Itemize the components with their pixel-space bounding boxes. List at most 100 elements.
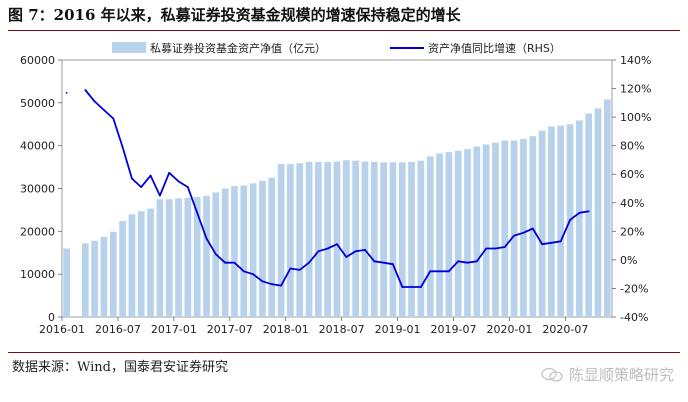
bar: [473, 146, 481, 317]
bar: [287, 164, 294, 317]
growth-point: [531, 227, 534, 230]
bar: [594, 108, 602, 317]
growth-point: [578, 211, 581, 214]
watermark: 陈显顺策略研究: [541, 364, 674, 385]
growth-point: [103, 109, 105, 111]
bar: [128, 214, 136, 317]
chart: 0 10000 20000 30000 40000 50000 60000 -40% -20% 0…: [20, 41, 651, 336]
bar: [91, 240, 98, 317]
figure-title: 图 7：2016 年以来，私募证券投资基金规模的增速保持稳定的增长: [8, 6, 461, 24]
growth-point: [224, 261, 227, 264]
bar: [352, 160, 359, 317]
source-divider: [8, 352, 680, 353]
growth-point: [261, 280, 264, 283]
y-right-tick-label: -40%: [620, 311, 648, 324]
bar: [380, 162, 387, 317]
bar: [492, 142, 499, 317]
bar: [63, 248, 71, 317]
bar: [529, 136, 537, 317]
growth-point: [121, 146, 124, 148]
growth-point: [93, 100, 96, 103]
growth-point: [466, 261, 469, 264]
growth-point: [233, 261, 236, 264]
x-tick-label: 2019-01: [375, 323, 421, 336]
growth-point: [382, 261, 385, 264]
bar: [147, 208, 154, 317]
growth-point: [392, 263, 394, 266]
bar: [240, 185, 248, 317]
legend-bar-label: 私募证券投资基金资产净值（亿元）: [150, 41, 326, 55]
growth-point: [112, 117, 115, 120]
y-left-tick-label: 20000: [20, 225, 55, 238]
growth-point: [410, 286, 413, 288]
bar: [296, 163, 304, 317]
y-right-tick-label: 40%: [620, 197, 644, 210]
growth-point: [373, 260, 376, 263]
growth-point: [140, 186, 143, 188]
growth-point: [289, 267, 292, 270]
growth-point: [513, 234, 516, 237]
growth-point: [196, 211, 199, 214]
bar: [324, 161, 332, 317]
growth-point: [308, 261, 310, 264]
bar: [277, 164, 285, 317]
x-tick-label: 2017-07: [207, 323, 253, 336]
bar: [548, 126, 555, 318]
bar: [193, 197, 201, 317]
growth-point: [131, 177, 133, 180]
growth-point: [438, 270, 441, 273]
x-tick-label: 2020-07: [542, 323, 588, 336]
bar: [557, 125, 565, 317]
bar: [482, 144, 490, 317]
bar: [109, 231, 117, 317]
growth-point: [149, 174, 152, 177]
y-right-tick-label: -20%: [620, 282, 648, 295]
growth-point: [503, 246, 506, 248]
growth-point: [522, 231, 525, 234]
bar: [436, 153, 443, 317]
y-right-tick-label: 0%: [620, 254, 637, 267]
bar: [175, 198, 182, 317]
growth-point: [485, 247, 488, 250]
growth-point: [419, 286, 422, 288]
growth-point: [494, 247, 497, 250]
growth-point: [326, 247, 329, 250]
bar: [398, 162, 406, 317]
growth-point: [186, 186, 189, 188]
bar: [361, 161, 369, 317]
x-tick-label: 2020-01: [486, 323, 532, 336]
growth-point: [457, 260, 460, 263]
bar: [268, 177, 276, 317]
growth-point: [298, 268, 301, 271]
x-tick-label: 2018-07: [319, 323, 365, 336]
bar: [305, 161, 313, 317]
bar: [501, 140, 509, 317]
bar: [315, 161, 322, 317]
y-left-tick-label: 60000: [20, 54, 55, 67]
bar: [426, 156, 434, 317]
bar: [100, 236, 108, 317]
growth-point: [270, 283, 273, 286]
y-left-tick-label: 40000: [20, 140, 55, 153]
bar: [445, 152, 453, 317]
bar: [389, 162, 397, 317]
bar: [538, 130, 546, 317]
growth-point: [177, 180, 180, 183]
x-tick-label: 2017-01: [151, 323, 197, 336]
growth-point: [280, 284, 282, 287]
y-right-tick-label: 140%: [620, 54, 651, 67]
x-tick-label: 2016-07: [95, 323, 141, 336]
growth-point: [559, 240, 562, 243]
bar: [464, 149, 471, 317]
growth-point: [364, 248, 366, 251]
y-right-tick-label: 100%: [620, 111, 651, 124]
growth-point: [158, 194, 161, 197]
bar: [119, 221, 126, 317]
growth-point: [345, 256, 348, 258]
bar: [221, 188, 229, 317]
bar: [603, 99, 611, 317]
y-right-tick-label: 120%: [620, 83, 651, 96]
y-left-tick-label: 10000: [20, 268, 55, 281]
bar: [408, 161, 415, 317]
growth-point: [550, 241, 553, 244]
